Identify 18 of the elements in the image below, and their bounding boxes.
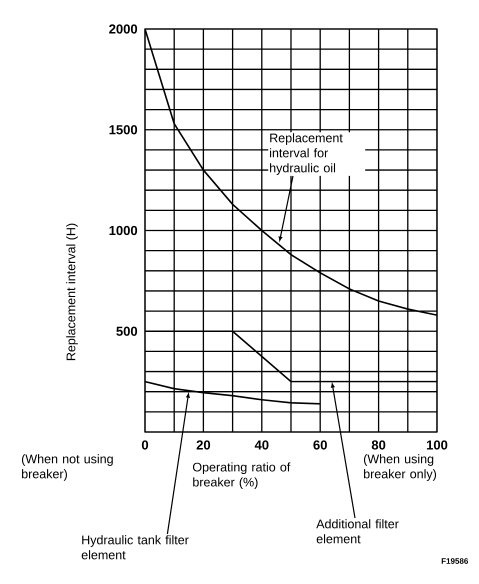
- x-tick-label: 60: [313, 440, 327, 450]
- x-tick-label: 80: [372, 440, 386, 450]
- y-axis-title: Replacement interval (H): [66, 224, 78, 360]
- y-tick-label: 1500: [110, 125, 138, 134]
- y-tick-label: 500: [116, 326, 138, 336]
- x-tick-label: 20: [196, 440, 210, 450]
- text: (When not using breaker): [22, 454, 113, 481]
- x-tick-label: 0: [142, 440, 148, 450]
- annotation: Replacement interval for hydraulic oil: [270, 133, 343, 175]
- annotation: Additional filter element: [316, 519, 399, 544]
- y-tick-label: 2000: [109, 24, 138, 34]
- text: (When using breaker only): [364, 454, 436, 481]
- y-tick-label: 1000: [110, 226, 138, 236]
- x-axis-title: Operating ratio of breaker (%): [192, 462, 290, 490]
- x-tick-label: 100: [426, 440, 448, 450]
- x-tick-label: 40: [254, 440, 268, 450]
- annotation: Hydraulic tank filter element: [82, 535, 189, 560]
- text: F19586: [442, 558, 468, 564]
